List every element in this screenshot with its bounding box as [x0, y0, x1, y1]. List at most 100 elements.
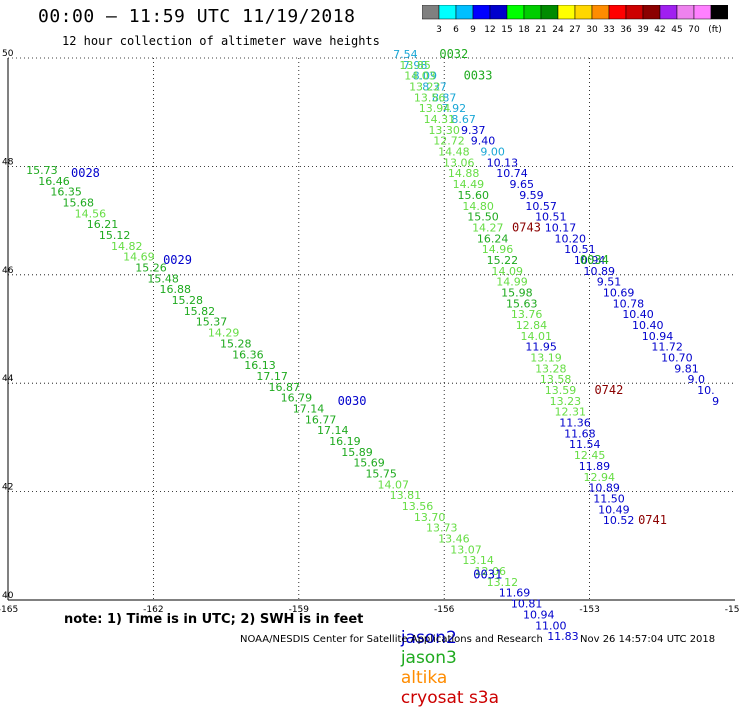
wave-height-value: 10.74 — [496, 167, 528, 180]
wave-height-value: 15.50 — [467, 211, 499, 224]
wave-height-value: 13.73 — [426, 522, 458, 535]
x-tick-label: -156 — [434, 605, 455, 615]
wave-height-value: 10.40 — [632, 319, 664, 332]
wave-height-value: 16.87 — [269, 381, 301, 394]
wave-height-value: 10.51 — [564, 243, 596, 256]
wave-height-value: 13.23 — [550, 395, 582, 408]
wave-height-value: 14.09 — [491, 265, 523, 278]
wave-height-value: 8.67 — [451, 113, 476, 126]
wave-height-value: 14.99 — [496, 276, 528, 289]
wave-height-value: 10.20 — [554, 232, 586, 245]
wave-height-value: 9.59 — [519, 189, 544, 202]
wave-height-value: 15.28 — [172, 294, 204, 307]
legend-label: 12 — [484, 25, 495, 35]
legend-swatch — [710, 5, 728, 20]
wave-height-value: 14.49 — [453, 178, 485, 191]
wave-height-value: 16.24 — [477, 232, 509, 245]
wave-height-value: 15.60 — [458, 189, 490, 202]
wave-height-value: 13.06 — [443, 156, 475, 169]
wave-height-value: 13.58 — [540, 373, 572, 386]
wave-height-value: 7.98 — [403, 59, 428, 72]
wave-height-value: 17.14 — [317, 424, 349, 437]
pass-label: 0028 — [71, 166, 100, 180]
wave-height-value: 13.14 — [462, 554, 494, 567]
wave-height-value: 13.12 — [487, 576, 519, 589]
wave-height-value: 15.12 — [99, 229, 131, 242]
wave-height-value: 14.29 — [208, 327, 240, 340]
wave-height-value: 13.81 — [390, 489, 422, 502]
wave-height-value: 14.56 — [75, 207, 107, 220]
wave-height-value: 13.56 — [402, 500, 434, 513]
legend-label: 24 — [552, 25, 564, 35]
wave-height-value: 12.84 — [516, 319, 548, 332]
wave-height-value: 13.85 — [399, 59, 431, 72]
pass-label: 0034 — [580, 253, 609, 267]
wave-height-value: 9.00 — [480, 146, 505, 159]
legend-label: 70 — [688, 25, 700, 35]
wave-height-value: 13.70 — [414, 511, 446, 524]
wave-height-value: 10.49 — [598, 503, 630, 516]
wave-height-value: 15.68 — [63, 197, 95, 210]
satellite-altika: altika — [400, 668, 448, 688]
legend-label: (ft) — [708, 25, 722, 35]
y-tick-label: 50 — [2, 49, 14, 59]
wave-height-value: 16.79 — [281, 392, 313, 405]
wave-height-value: 16.36 — [232, 348, 264, 361]
wave-height-value: 14.31 — [424, 113, 456, 126]
legend-label: 36 — [620, 25, 632, 35]
wave-height-value: 11.72 — [651, 341, 683, 354]
wave-height-value: 11.83 — [547, 630, 579, 643]
legend-label: 21 — [535, 25, 546, 35]
wave-height-value: 13.94 — [419, 102, 451, 115]
wave-height-value: 8.09 — [413, 70, 438, 83]
wave-height-value: 12.94 — [584, 471, 616, 484]
wave-height-value: 9.37 — [461, 124, 486, 137]
wave-height-value: 10.57 — [525, 200, 557, 213]
legend-label: 6 — [453, 25, 459, 35]
wave-height-value: 15.26 — [135, 262, 167, 275]
wave-height-value: 16.21 — [87, 218, 119, 231]
wave-height-value: 14.88 — [448, 167, 480, 180]
wave-height-value: 10.94 — [574, 254, 606, 267]
wave-height-value: 15.89 — [341, 446, 373, 459]
wave-height-value: 11.36 — [559, 417, 591, 430]
wave-height-value: 15.22 — [487, 254, 519, 267]
wave-height-value: 10.94 — [642, 330, 674, 343]
color-legend: 3 6 9 12 15 18 21 24 27 30 33 36 39 42 45 70 (ft) — [422, 5, 728, 35]
wave-height-value: 10.69 — [603, 286, 635, 299]
wave-height-value: 14.07 — [378, 478, 410, 491]
wave-height-value: 10.17 — [545, 221, 577, 234]
pass-label: 0743 — [512, 220, 541, 234]
wave-height-value: 11.69 — [499, 587, 531, 600]
wave-height-value: 14.03 — [404, 70, 436, 83]
legend-label: 33 — [603, 25, 614, 35]
chart-title: 00:00 – 11:59 UTC 11/19/2018 — [38, 6, 356, 27]
wave-height-value: 13.19 — [530, 352, 562, 365]
wave-height-value: 12.72 — [433, 135, 465, 148]
legend-label: 9 — [470, 25, 476, 35]
wave-height-value: 17.14 — [293, 402, 325, 415]
y-tick-label: 40 — [2, 591, 14, 601]
legend-label: 45 — [671, 25, 682, 35]
pass-label: 0742 — [594, 383, 623, 397]
wave-height-value: 16.35 — [50, 186, 82, 199]
y-tick-label: 48 — [2, 157, 14, 167]
wave-height-value: 13.07 — [450, 543, 482, 556]
wave-height-value: 10.40 — [622, 308, 654, 321]
wave-height-value: 10.81 — [511, 598, 543, 611]
legend-label: 3 — [436, 25, 442, 35]
wave-height-value: 15.37 — [196, 316, 228, 329]
wave-height-value: 16.88 — [159, 283, 191, 296]
wave-height-value: 12.31 — [554, 406, 586, 419]
pass-label: 0033 — [464, 69, 493, 83]
wave-height-value: 13.56 — [414, 91, 446, 104]
satellite-jason3: jason3 — [400, 648, 457, 668]
wave-height-value: 15.98 — [501, 286, 533, 299]
wave-height-value: 17.17 — [256, 370, 288, 383]
wave-height-value: 9.81 — [674, 362, 699, 375]
wave-height-value: 11.00 — [535, 619, 567, 632]
wave-height-value: 8.37 — [422, 81, 447, 94]
wave-height-value: 13.76 — [511, 308, 543, 321]
wave-height-value: 11.95 — [525, 341, 557, 354]
satellite-cryosat: cryosat s3a — [400, 688, 500, 708]
